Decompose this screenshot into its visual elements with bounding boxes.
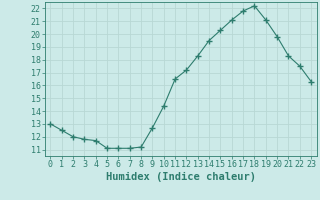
X-axis label: Humidex (Indice chaleur): Humidex (Indice chaleur) <box>106 172 256 182</box>
